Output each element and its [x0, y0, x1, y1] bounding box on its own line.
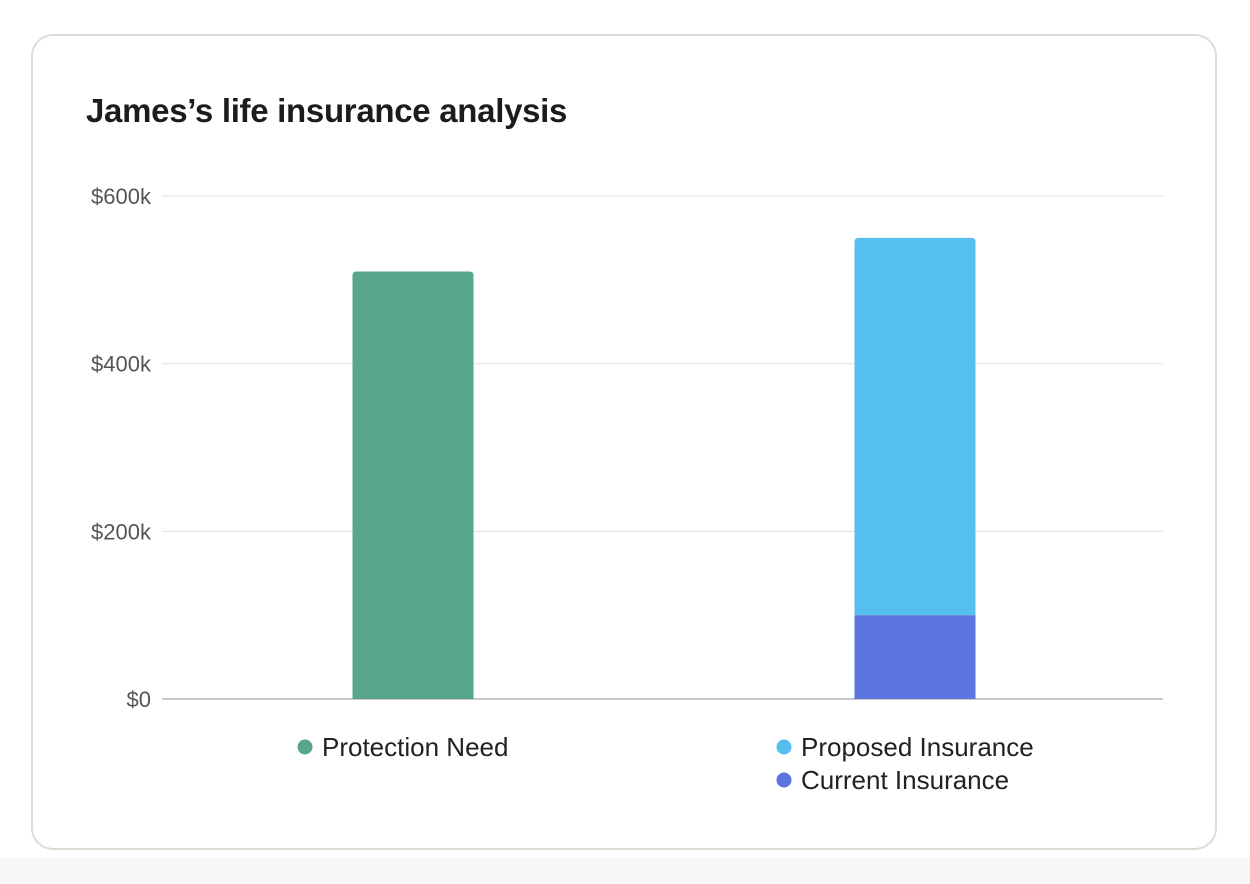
legend-marker [297, 739, 313, 755]
y-tick-label: $0 [127, 687, 151, 712]
legend-label: Protection Need [322, 732, 508, 762]
bar-current-insurance [854, 615, 976, 699]
y-tick-label: $600k [91, 184, 152, 209]
chart-card [31, 34, 1217, 850]
bar-protection-need [352, 271, 474, 699]
legend-label: Proposed Insurance [801, 732, 1034, 762]
legend-label: Current Insurance [801, 765, 1009, 795]
y-tick-label: $200k [91, 519, 152, 544]
legend-marker [776, 739, 792, 755]
chart-title: James’s life insurance analysis [86, 92, 568, 129]
y-tick-label: $400k [91, 352, 152, 377]
page-bottom-strip [0, 858, 1250, 884]
legend-marker [776, 772, 792, 788]
bar-proposed-insurance [854, 237, 976, 616]
